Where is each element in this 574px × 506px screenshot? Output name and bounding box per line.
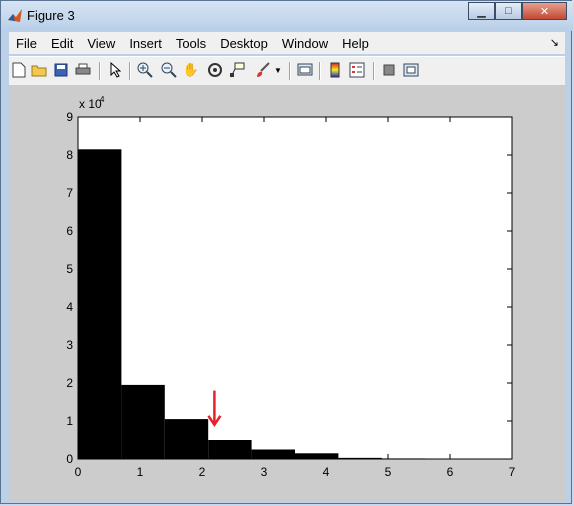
y-axis-multiplier: x 10 [79,97,102,111]
y-tick-label: 5 [66,262,73,276]
menu-edit[interactable]: Edit [50,35,74,51]
y-tick-label: 8 [66,148,73,162]
minimize-icon: ▁ [477,5,486,18]
histogram-bar-0 [78,149,122,460]
data-cursor-icon[interactable] [229,62,245,78]
y-axis-multiplier-exponent: 4 [100,95,105,104]
annotation-arrow-head [207,415,222,428]
brush-dropdown-icon[interactable]: ▼ [274,65,282,75]
brush-icon[interactable] [255,62,271,78]
figure-toolbar: ✋ ▼ [9,56,565,86]
maximize-icon: □ [505,5,512,17]
histogram-bar-4 [251,449,295,459]
axes-box [77,116,513,460]
legend-icon[interactable] [349,62,365,78]
y-tick-label: 0 [66,452,73,466]
histogram-bar-1 [121,384,165,459]
edit-plot-arrow-icon[interactable] [107,62,123,78]
histogram-bar-6 [338,457,382,459]
x-tick-label: 2 [199,465,206,479]
menu-tools[interactable]: Tools [175,35,207,51]
link-plot-icon[interactable] [297,62,313,78]
open-file-icon[interactable] [31,62,47,78]
y-tick-label: 4 [66,300,73,314]
menu-file[interactable]: File [16,35,37,51]
menu-desktop[interactable]: Desktop [220,35,268,51]
matlab-logo-icon [8,9,22,22]
histogram-bar-2 [164,419,209,459]
y-tick-label: 3 [66,338,73,352]
new-figure-icon[interactable] [11,62,27,78]
x-tick-label: 6 [447,465,454,479]
menu-view[interactable]: View [87,35,116,51]
save-icon[interactable] [53,62,69,78]
zoom-in-icon[interactable] [137,62,153,78]
menu-insert[interactable]: Insert [129,35,162,51]
y-tick-label: 6 [66,224,73,238]
maximize-button[interactable]: □ [495,2,522,20]
y-tick-label: 1 [66,414,73,428]
close-icon: ✕ [539,5,550,18]
show-plot-tools-icon[interactable] [403,62,419,78]
colorbar-icon[interactable] [327,62,343,78]
x-tick-label: 3 [261,465,268,479]
x-tick-label: 0 [75,465,82,479]
menu-help[interactable]: Help [342,35,369,51]
y-tick-label: 7 [66,186,73,200]
x-tick-label: 4 [323,465,330,479]
histogram-bar-5 [295,453,339,459]
minimize-button[interactable]: ▁ [468,2,495,20]
print-icon[interactable] [75,62,91,78]
dock-arrow-icon[interactable]: ↘ [549,37,559,49]
menu-bar: File Edit View Insert Tools Desktop Wind… [9,32,565,54]
hide-plot-tools-icon[interactable] [381,62,397,78]
close-button[interactable]: ✕ [522,2,567,20]
y-tick-label: 2 [66,376,73,390]
pan-hand-icon[interactable]: ✋ [182,62,200,77]
x-tick-label: 1 [137,465,144,479]
menu-window[interactable]: Window [281,35,329,51]
x-tick-label: 7 [509,465,516,479]
x-tick-label: 5 [385,465,392,479]
rotate-3d-icon[interactable] [207,62,223,78]
y-tick-label: 9 [66,110,73,124]
histogram-bar-3 [208,440,252,459]
zoom-out-icon[interactable] [161,62,177,78]
window-title: Figure 3 [27,8,75,23]
title-bar[interactable]: Figure 3 ▁ □ ✕ [1,1,573,31]
